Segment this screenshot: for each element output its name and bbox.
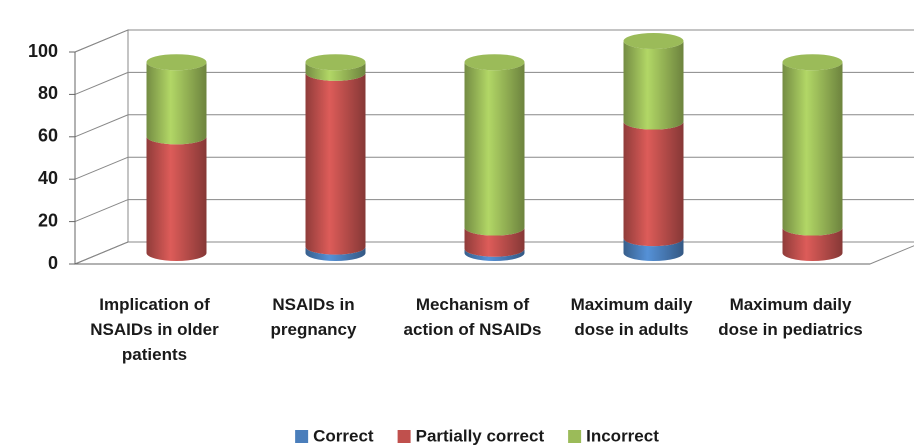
cylinder-top (464, 54, 525, 71)
y-tick-label: 80 (38, 83, 58, 103)
cylinder-segment (305, 62, 366, 81)
cylinder-segment (623, 121, 684, 247)
cylinder-top (146, 54, 207, 71)
x-tick-label: NSAIDs in pregnancy (270, 295, 357, 339)
back-wall (74, 29, 129, 265)
legend: Correct Partially correct Incorrect (295, 426, 659, 445)
cylinder-segment (464, 62, 525, 236)
cylinder-segment (782, 227, 843, 261)
cylinder-segment (623, 41, 684, 130)
cylinder-segment (782, 62, 843, 236)
y-tick-label: 20 (38, 210, 58, 230)
cylinder-segment (146, 136, 207, 261)
cylinder-segment (464, 248, 525, 261)
x-tick-label: Implication of NSAIDs in older patients (90, 295, 219, 364)
legend-label: Incorrect (586, 426, 659, 445)
y-tick-label: 100 (28, 41, 58, 61)
legend-swatch (397, 430, 411, 443)
legend-label: Partially correct (416, 426, 545, 445)
legend-swatch (568, 430, 582, 443)
y-tick-label: 0 (48, 253, 58, 273)
legend-swatch (295, 430, 309, 443)
cylinder-segment (464, 227, 525, 257)
x-tick-label: Mechanism of action of NSAIDs (403, 295, 542, 339)
x-tick-label: Maximum daily dose in pediatrics (718, 295, 863, 339)
y-tick-label: 40 (38, 168, 58, 188)
cylinder-top (305, 54, 366, 71)
y-tick-label: 60 (38, 126, 58, 146)
cylinder-segment (305, 246, 366, 261)
cylinder-segment (146, 62, 207, 145)
cylinder-segment (305, 72, 366, 255)
cylinder-top (782, 54, 843, 71)
cylinder-segment (623, 238, 684, 261)
grid-line (74, 29, 914, 53)
legend-label: Correct (313, 426, 374, 445)
cylinder-top (623, 33, 684, 49)
x-tick-label: Maximum daily dose in adults (570, 295, 693, 339)
